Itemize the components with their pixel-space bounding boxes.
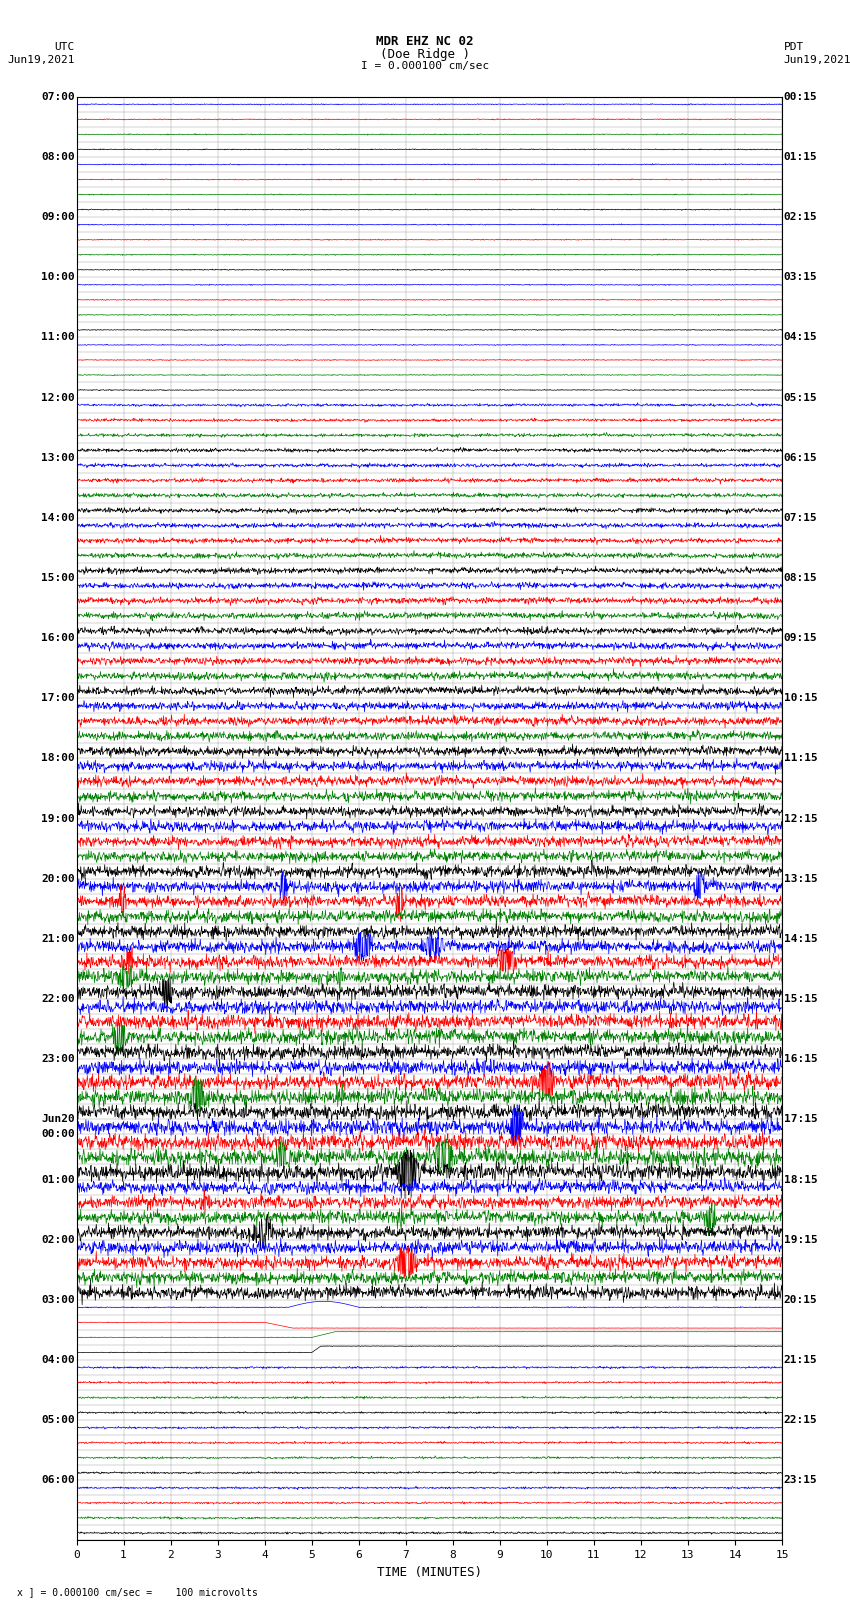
Text: 10:00: 10:00 bbox=[41, 273, 75, 282]
Text: 21:00: 21:00 bbox=[41, 934, 75, 944]
Text: 10:15: 10:15 bbox=[784, 694, 818, 703]
Text: (Doe Ridge ): (Doe Ridge ) bbox=[380, 48, 470, 61]
Text: 18:15: 18:15 bbox=[784, 1174, 818, 1184]
Text: 13:00: 13:00 bbox=[41, 453, 75, 463]
Text: 02:00: 02:00 bbox=[41, 1234, 75, 1245]
Text: 17:15: 17:15 bbox=[784, 1115, 818, 1124]
Text: 18:00: 18:00 bbox=[41, 753, 75, 763]
Text: PDT: PDT bbox=[784, 42, 804, 52]
Text: 22:00: 22:00 bbox=[41, 994, 75, 1003]
Text: 11:00: 11:00 bbox=[41, 332, 75, 342]
Text: 05:15: 05:15 bbox=[784, 392, 818, 403]
Text: 02:15: 02:15 bbox=[784, 211, 818, 223]
Text: 09:00: 09:00 bbox=[41, 211, 75, 223]
Text: 04:15: 04:15 bbox=[784, 332, 818, 342]
Text: I = 0.000100 cm/sec: I = 0.000100 cm/sec bbox=[361, 61, 489, 71]
Text: 01:15: 01:15 bbox=[784, 152, 818, 161]
Text: 19:00: 19:00 bbox=[41, 813, 75, 824]
Text: 13:15: 13:15 bbox=[784, 874, 818, 884]
Text: UTC: UTC bbox=[54, 42, 75, 52]
Text: Jun19,2021: Jun19,2021 bbox=[784, 55, 850, 65]
Text: 16:15: 16:15 bbox=[784, 1055, 818, 1065]
Text: 12:15: 12:15 bbox=[784, 813, 818, 824]
Text: 16:00: 16:00 bbox=[41, 634, 75, 644]
Text: 03:15: 03:15 bbox=[784, 273, 818, 282]
Text: 23:15: 23:15 bbox=[784, 1476, 818, 1486]
Text: 17:00: 17:00 bbox=[41, 694, 75, 703]
Text: 12:00: 12:00 bbox=[41, 392, 75, 403]
Text: 08:15: 08:15 bbox=[784, 573, 818, 582]
Text: 22:15: 22:15 bbox=[784, 1415, 818, 1426]
Text: 06:00: 06:00 bbox=[41, 1476, 75, 1486]
Text: 03:00: 03:00 bbox=[41, 1295, 75, 1305]
Text: 15:15: 15:15 bbox=[784, 994, 818, 1003]
Text: 19:15: 19:15 bbox=[784, 1234, 818, 1245]
Text: 23:00: 23:00 bbox=[41, 1055, 75, 1065]
Text: MDR EHZ NC 02: MDR EHZ NC 02 bbox=[377, 35, 473, 48]
Text: 05:00: 05:00 bbox=[41, 1415, 75, 1426]
Text: 11:15: 11:15 bbox=[784, 753, 818, 763]
Text: Jun19,2021: Jun19,2021 bbox=[8, 55, 75, 65]
Text: 20:15: 20:15 bbox=[784, 1295, 818, 1305]
Text: 21:15: 21:15 bbox=[784, 1355, 818, 1365]
Text: 00:15: 00:15 bbox=[784, 92, 818, 102]
Text: 01:00: 01:00 bbox=[41, 1174, 75, 1184]
Text: 09:15: 09:15 bbox=[784, 634, 818, 644]
Text: 14:15: 14:15 bbox=[784, 934, 818, 944]
Text: 08:00: 08:00 bbox=[41, 152, 75, 161]
Text: 14:00: 14:00 bbox=[41, 513, 75, 523]
Text: 15:00: 15:00 bbox=[41, 573, 75, 582]
Text: 06:15: 06:15 bbox=[784, 453, 818, 463]
Text: 00:00: 00:00 bbox=[41, 1129, 75, 1139]
Text: 07:15: 07:15 bbox=[784, 513, 818, 523]
Text: x ] = 0.000100 cm/sec =    100 microvolts: x ] = 0.000100 cm/sec = 100 microvolts bbox=[17, 1587, 258, 1597]
Text: 07:00: 07:00 bbox=[41, 92, 75, 102]
Text: 20:00: 20:00 bbox=[41, 874, 75, 884]
X-axis label: TIME (MINUTES): TIME (MINUTES) bbox=[377, 1566, 482, 1579]
Text: Jun20: Jun20 bbox=[41, 1115, 75, 1124]
Text: 04:00: 04:00 bbox=[41, 1355, 75, 1365]
